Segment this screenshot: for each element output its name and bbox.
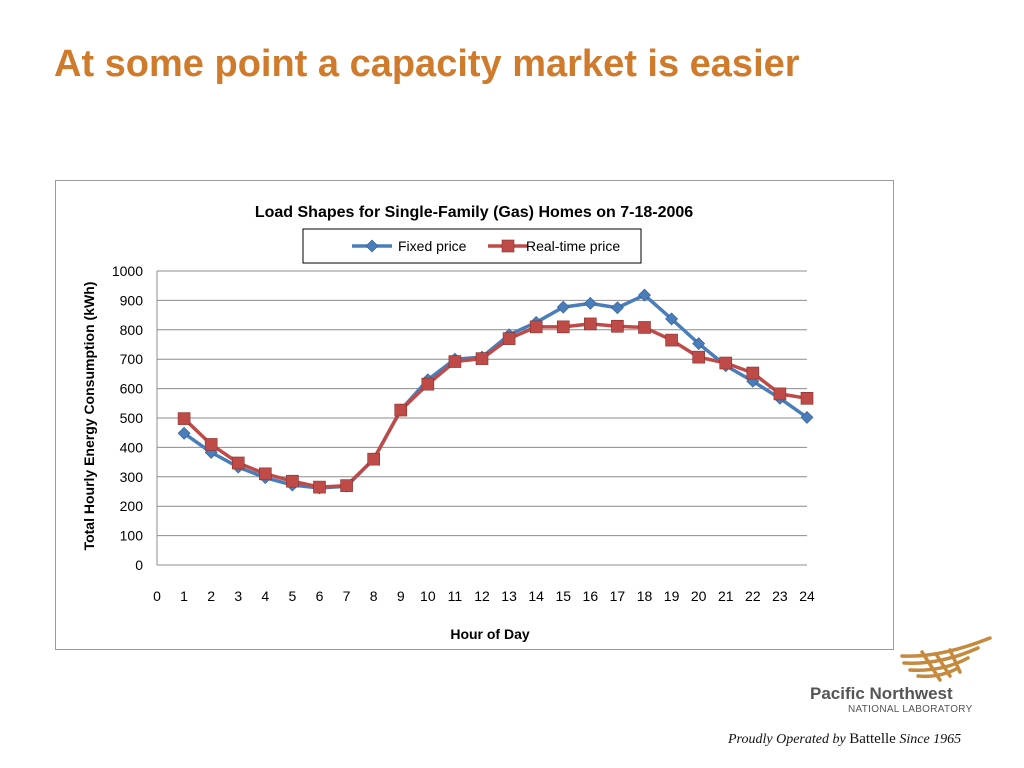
series-line <box>183 293 809 490</box>
data-point <box>177 426 191 440</box>
x-tick-label: 17 <box>610 588 626 604</box>
x-tick-label: 12 <box>474 588 490 604</box>
x-tick-label: 0 <box>153 588 161 604</box>
data-point <box>259 467 272 481</box>
logo-subtitle: NATIONAL LABORATORY <box>848 704 973 715</box>
x-tick-label: 14 <box>528 588 544 604</box>
data-point <box>665 333 678 347</box>
slide-title: At some point a capacity market is easie… <box>54 43 800 85</box>
x-tick-label: 23 <box>772 588 788 604</box>
tagline-pre: Proudly Operated by <box>728 732 846 747</box>
series-line <box>182 322 808 489</box>
legend-swatch-marker <box>365 239 379 253</box>
x-tick-label: 4 <box>261 588 269 604</box>
data-point <box>475 352 489 365</box>
x-tick-label: 16 <box>583 588 599 604</box>
data-point <box>665 312 679 326</box>
x-axis-label: Hour of Day <box>450 626 530 642</box>
chart-frame: Load Shapes for Single-Family (Gas) Home… <box>55 180 894 650</box>
y-tick-label: 700 <box>120 351 144 367</box>
data-point <box>421 377 435 391</box>
x-tick-label: 2 <box>207 588 215 604</box>
tagline-post: Since 1965 <box>899 732 962 747</box>
gridlines <box>157 270 807 537</box>
y-tick-label: 1000 <box>112 263 143 279</box>
data-point <box>367 452 380 466</box>
data-point <box>638 321 651 334</box>
y-tick-label: 0 <box>135 557 143 573</box>
data-point <box>231 456 245 470</box>
x-tick-label: 18 <box>637 588 653 604</box>
y-tick-label: 900 <box>120 292 144 308</box>
legend: Fixed price Real-time price <box>302 228 642 264</box>
x-tick-label: 24 <box>799 588 815 604</box>
legend-label: Real-time price <box>526 238 620 254</box>
data-point <box>611 319 624 333</box>
x-tick-label: 3 <box>234 588 242 604</box>
x-tick-label: 9 <box>397 588 405 604</box>
y-axis-label: Total Hourly Energy Consumption (kWh) <box>81 282 97 551</box>
data-point <box>583 296 597 310</box>
data-point <box>286 474 299 488</box>
data-point <box>584 317 597 331</box>
x-tick-label: 8 <box>370 588 378 604</box>
x-tick-label: 6 <box>316 588 324 604</box>
x-tick-label: 19 <box>664 588 680 604</box>
data-point <box>556 320 570 334</box>
chart-title: Load Shapes for Single-Family (Gas) Home… <box>255 204 693 221</box>
x-tick-label: 22 <box>745 588 761 604</box>
data-point <box>394 403 408 417</box>
data-point <box>340 479 353 492</box>
data-point <box>800 410 814 424</box>
data-point <box>692 337 706 351</box>
y-tick-label: 100 <box>120 528 144 544</box>
x-tick-labels: 0 1 2 3 4 5 6 7 8 9 10 11 12 13 14 15 16 17 18 19 20 21 22 23 24 <box>153 588 815 604</box>
series-fixed-price <box>177 288 814 495</box>
x-tick-label: 21 <box>718 588 734 604</box>
y-tick-label: 400 <box>120 439 144 455</box>
data-point <box>746 366 760 380</box>
data-point <box>204 438 218 451</box>
axes <box>156 271 807 566</box>
x-tick-label: 1 <box>180 588 188 604</box>
data-point <box>719 356 733 370</box>
data-point <box>638 288 651 302</box>
x-tick-label: 11 <box>448 588 463 604</box>
data-point <box>313 480 326 494</box>
x-tick-label: 7 <box>343 588 351 604</box>
data-point <box>448 355 462 368</box>
y-tick-label: 800 <box>120 322 144 338</box>
legend-swatch-marker <box>501 239 515 253</box>
y-tick-label: 600 <box>120 381 144 397</box>
series-real-time-price <box>177 317 814 494</box>
x-tick-label: 5 <box>289 588 297 604</box>
tagline-brand: Battelle <box>849 731 896 747</box>
data-point <box>773 387 787 401</box>
y-tick-label: 500 <box>120 410 144 426</box>
x-tick-label: 15 <box>555 588 571 604</box>
line-chart: Load Shapes for Single-Family (Gas) Home… <box>81 204 815 642</box>
y-tick-label: 200 <box>120 498 144 514</box>
data-point <box>177 412 191 425</box>
data-point <box>692 350 705 364</box>
logo-name: Pacific Northwest <box>810 684 953 703</box>
x-tick-label: 13 <box>501 588 517 604</box>
x-tick-label: 10 <box>420 588 436 604</box>
y-tick-label: 300 <box>120 469 144 485</box>
data-point <box>556 300 570 314</box>
data-point <box>529 320 543 334</box>
data-point <box>800 392 814 405</box>
data-point <box>610 301 624 315</box>
legend-label: Fixed price <box>398 238 467 254</box>
series <box>177 288 814 495</box>
data-point <box>502 332 516 345</box>
x-tick-label: 20 <box>691 588 707 604</box>
y-tick-labels: 0 100 200 300 400 500 600 700 800 900 1000 <box>112 263 143 573</box>
logo-tagline: Proudly Operated by Battelle Since 1965 <box>728 731 961 748</box>
pnnl-logo-icon <box>900 636 992 682</box>
